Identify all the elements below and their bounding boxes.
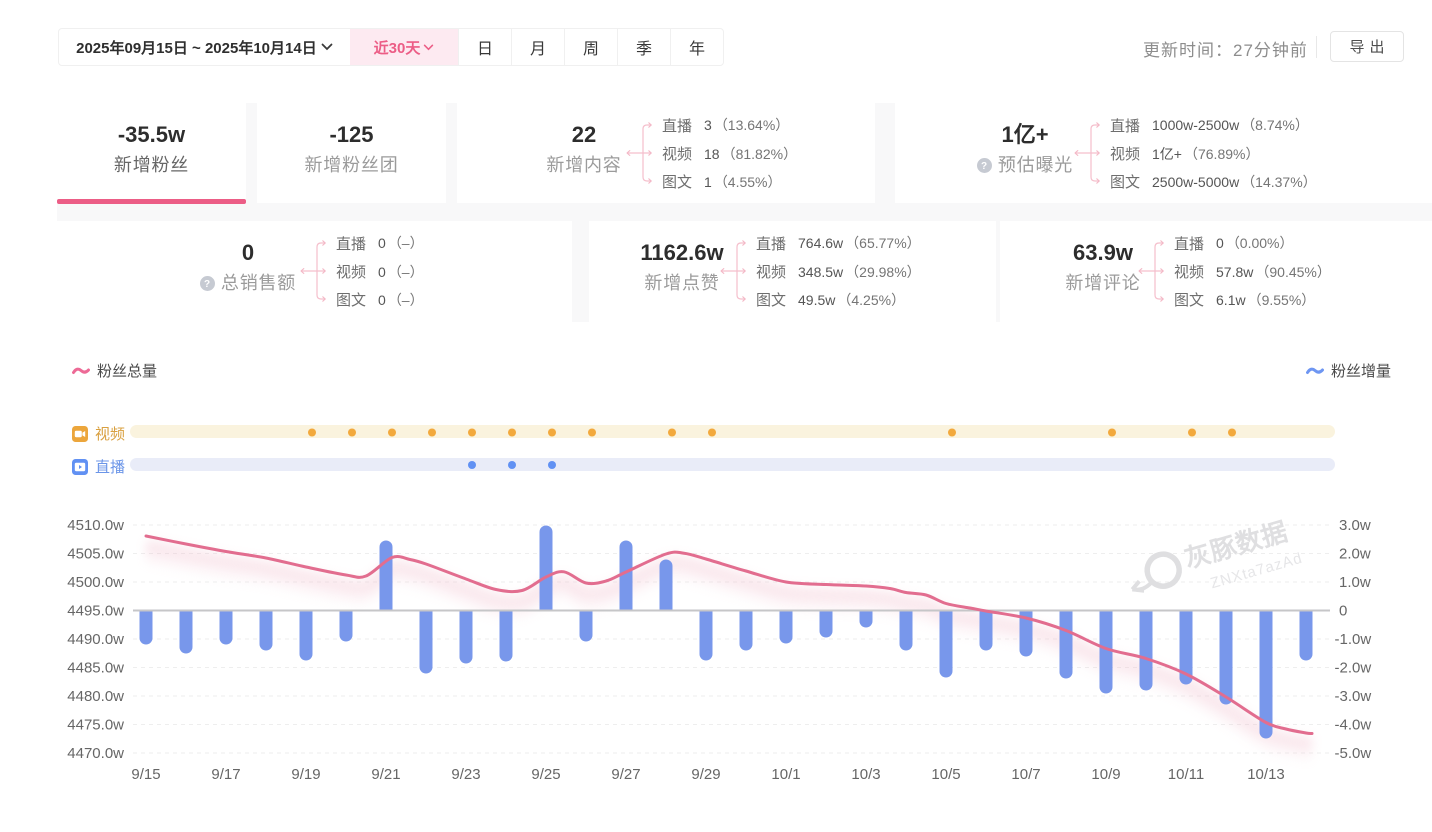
- svg-text:-3.0w: -3.0w: [1335, 688, 1372, 705]
- svg-text:3.0w: 3.0w: [1339, 517, 1371, 534]
- svg-text:10/1: 10/1: [771, 766, 800, 783]
- svg-text:9/29: 9/29: [691, 766, 720, 783]
- svg-text:-1.0w: -1.0w: [1335, 631, 1372, 648]
- svg-text:9/23: 9/23: [451, 766, 480, 783]
- svg-text:4510.0w: 4510.0w: [67, 517, 124, 534]
- svg-text:10/3: 10/3: [851, 766, 880, 783]
- svg-text:4470.0w: 4470.0w: [67, 745, 124, 762]
- svg-text:1.0w: 1.0w: [1339, 574, 1371, 591]
- svg-text:9/17: 9/17: [211, 766, 240, 783]
- svg-text:?: ?: [981, 161, 988, 172]
- svg-text:9/21: 9/21: [371, 766, 400, 783]
- svg-text:9/19: 9/19: [291, 766, 320, 783]
- svg-text:10/13: 10/13: [1247, 766, 1285, 783]
- svg-text:-5.0w: -5.0w: [1335, 745, 1372, 762]
- svg-text:4505.0w: 4505.0w: [67, 546, 124, 563]
- svg-text:4480.0w: 4480.0w: [67, 688, 124, 705]
- svg-text:4485.0w: 4485.0w: [67, 660, 124, 677]
- svg-text:?: ?: [204, 279, 211, 290]
- svg-text:4475.0w: 4475.0w: [67, 717, 124, 734]
- svg-text:4495.0w: 4495.0w: [67, 603, 124, 620]
- svg-text:4490.0w: 4490.0w: [67, 631, 124, 648]
- svg-text:4500.0w: 4500.0w: [67, 574, 124, 591]
- svg-text:10/5: 10/5: [931, 766, 960, 783]
- svg-text:10/9: 10/9: [1091, 766, 1120, 783]
- svg-text:2.0w: 2.0w: [1339, 546, 1371, 563]
- svg-text:9/15: 9/15: [131, 766, 160, 783]
- svg-text:10/7: 10/7: [1011, 766, 1040, 783]
- svg-text:9/27: 9/27: [611, 766, 640, 783]
- svg-text:-2.0w: -2.0w: [1335, 660, 1372, 677]
- svg-text:10/11: 10/11: [1168, 766, 1204, 783]
- svg-text:0: 0: [1339, 603, 1347, 620]
- svg-text:9/25: 9/25: [531, 766, 560, 783]
- svg-text:-4.0w: -4.0w: [1335, 717, 1372, 734]
